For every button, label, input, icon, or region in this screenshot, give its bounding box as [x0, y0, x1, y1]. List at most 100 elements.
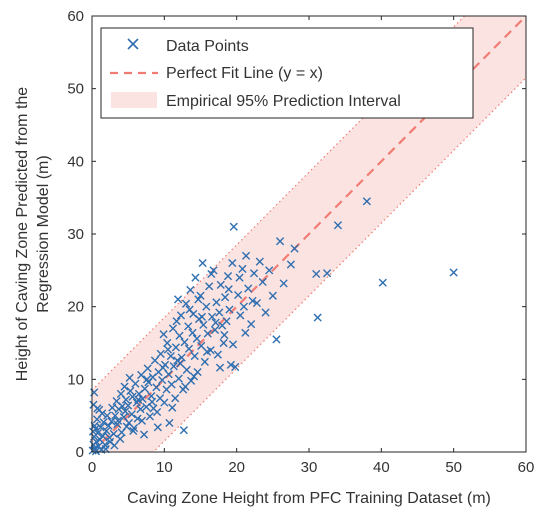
- data-point: [223, 272, 233, 281]
- data-point: [236, 311, 245, 320]
- data-point: [110, 441, 119, 450]
- data-point: [199, 320, 208, 329]
- data-point: [143, 364, 152, 373]
- y-axis-label-line-2: Regression Model (m): [35, 155, 52, 312]
- data-point: [184, 344, 194, 353]
- data-point: [134, 395, 143, 404]
- data-point: [103, 411, 112, 420]
- y-tick-label: 20: [67, 299, 84, 316]
- data-point: [261, 308, 270, 317]
- data-point: [200, 357, 209, 366]
- data-point: [209, 266, 218, 275]
- data-point: [108, 403, 117, 412]
- data-point: [211, 318, 220, 327]
- data-point: [93, 429, 102, 438]
- data-point: [153, 423, 162, 432]
- data-point: [191, 273, 200, 282]
- y-axis-label-line-1: Height of Caving Zone Predicted from the: [14, 87, 31, 381]
- data-point: [171, 343, 181, 352]
- data-point: [213, 350, 222, 359]
- data-point: [163, 345, 173, 354]
- data-point: [190, 351, 199, 361]
- y-axis: 0 10 20 30 40 50 60: [67, 8, 526, 461]
- data-point: [234, 290, 243, 300]
- data-point: [322, 269, 332, 278]
- legend-label-perfect-fit: Perfect Fit Line (y = x): [166, 65, 323, 82]
- data-point: [124, 418, 133, 428]
- data-point: [185, 305, 194, 314]
- data-point: [203, 329, 212, 338]
- data-point: [102, 426, 111, 436]
- legend: Data Points Perfect Fit Line (y = x) Emp…: [100, 27, 474, 119]
- data-point: [207, 312, 217, 321]
- data-point: [104, 421, 113, 430]
- data-point: [156, 349, 165, 358]
- legend-label-prediction-interval: Empirical 95% Prediction Interval: [166, 93, 401, 110]
- x-tick-label: 30: [301, 459, 318, 476]
- legend-marker-data-points: [127, 38, 139, 50]
- data-point: [182, 365, 191, 374]
- data-point: [176, 311, 186, 320]
- data-point: [231, 362, 240, 372]
- y-tick-label: 30: [67, 226, 84, 243]
- data-point: [275, 237, 285, 246]
- data-point: [172, 317, 181, 326]
- data-point: [255, 257, 264, 266]
- data-point: [181, 382, 190, 391]
- data-point: [175, 331, 184, 340]
- data-point: [113, 416, 123, 425]
- data-point: [244, 284, 253, 293]
- y-tick-label: 60: [67, 8, 84, 25]
- data-point: [215, 363, 225, 372]
- data-point: [150, 356, 160, 365]
- data-point: [215, 308, 224, 317]
- data-point: [91, 447, 101, 456]
- data-point: [133, 414, 142, 423]
- data-point: [239, 302, 248, 311]
- data-point: [279, 279, 288, 288]
- data-point: [241, 328, 250, 337]
- data-point: [286, 260, 296, 269]
- data-point: [111, 411, 120, 420]
- data-point: [131, 379, 140, 388]
- data-point: [449, 268, 458, 277]
- data-point: [207, 269, 216, 279]
- data-point: [163, 338, 172, 348]
- data-point: [116, 434, 125, 444]
- data-point: [212, 298, 221, 307]
- data-point: [248, 296, 257, 305]
- data-point: [128, 392, 137, 401]
- data-point: [181, 299, 191, 308]
- data-point: [202, 347, 212, 356]
- data-point: [188, 328, 197, 337]
- data-point: [228, 340, 238, 349]
- data-point: [168, 403, 177, 412]
- legend-marker-prediction-interval: [111, 92, 157, 108]
- data-point: [101, 444, 110, 454]
- data-point: [124, 401, 133, 410]
- data-point: [129, 426, 138, 436]
- data-point: [121, 395, 131, 404]
- data-point: [312, 269, 321, 279]
- data-point: [194, 295, 203, 304]
- data-point: [265, 266, 274, 275]
- data-point: [180, 338, 189, 347]
- data-point: [235, 273, 244, 282]
- data-point: [205, 282, 214, 291]
- y-tick-label: 40: [67, 153, 84, 170]
- data-point: [216, 280, 225, 289]
- data-point: [98, 409, 107, 418]
- data-point: [333, 221, 343, 230]
- data-point: [142, 375, 152, 384]
- x-axis: 0 10 20 30 40 50 60: [88, 16, 535, 476]
- data-point: [247, 320, 256, 329]
- y-tick-label: 10: [67, 371, 84, 388]
- y-tick-label: 50: [67, 81, 84, 98]
- data-point: [186, 285, 195, 295]
- x-tick-label: 60: [518, 459, 535, 476]
- data-point: [220, 330, 229, 340]
- data-point: [169, 362, 178, 371]
- data-point: [192, 334, 201, 343]
- data-point: [139, 430, 149, 439]
- data-point: [268, 291, 277, 300]
